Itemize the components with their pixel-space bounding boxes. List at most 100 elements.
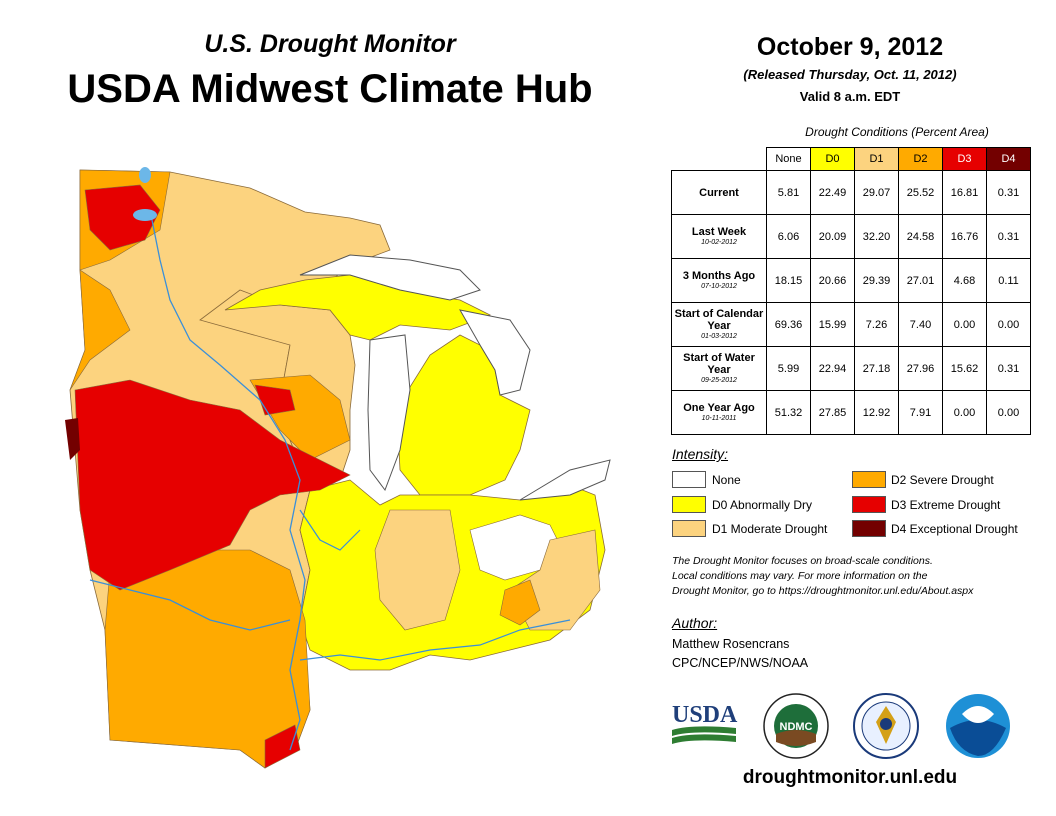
table-row: Start of Calendar Year 01-03-2012 69.36 1…: [671, 302, 1031, 347]
d2-oh: [499, 579, 541, 626]
note-line: Local conditions may vary. For more info…: [672, 570, 928, 582]
table-cell: 5.81: [766, 170, 811, 215]
table-cell: 15.62: [942, 346, 987, 391]
table-cell: 69.36: [766, 302, 811, 347]
row-date: 10-02-2012: [701, 239, 737, 246]
drought-table: None D0 D1 D2 D3 D4 Current 5.81 22.49 2…: [671, 147, 1031, 435]
row-label: Start of Calendar Year 01-03-2012: [671, 302, 767, 347]
col-d0: D0: [810, 147, 855, 171]
table-cell: 0.00: [986, 302, 1031, 347]
table-header-row: None D0 D1 D2 D3 D4: [672, 147, 1031, 171]
table-cell: 27.96: [898, 346, 943, 391]
table-cell: 16.76: [942, 214, 987, 259]
author-org: CPC/NCEP/NWS/NOAA: [672, 656, 809, 670]
legend-swatch-d2: [852, 471, 886, 488]
row-label: One Year Ago 10-11-2011: [671, 390, 767, 435]
table-cell: 22.94: [810, 346, 855, 391]
missouri-river: [89, 579, 291, 631]
table-cell: 7.40: [898, 302, 943, 347]
table-cell: 12.92: [854, 390, 899, 435]
table-cell: 27.85: [810, 390, 855, 435]
table-cell: 16.81: [942, 170, 987, 215]
legend-label: None: [712, 473, 741, 487]
row-date: 10-11-2011: [701, 415, 737, 422]
table-cell: 29.07: [854, 170, 899, 215]
lake-erie: [519, 459, 611, 501]
lake-of-woods: [139, 167, 151, 183]
legend-swatch-d3: [852, 496, 886, 513]
ndmc-text: NDMC: [780, 721, 813, 733]
legend-label: D2 Severe Drought: [891, 473, 994, 487]
valid-time: Valid 8 a.m. EDT: [799, 89, 901, 104]
legend-swatch-d1: [672, 520, 706, 537]
d3-nmn: [84, 184, 161, 251]
table-row: Last Week 10-02-2012 6.06 20.09 32.20 24.…: [671, 214, 1031, 259]
site-url: droughtmonitor.unl.edu: [742, 767, 958, 788]
row-date: 09-25-2012: [701, 377, 737, 384]
note-text: The Drought Monitor focuses on broad-sca…: [672, 554, 1042, 599]
lake-huron: [459, 309, 531, 396]
d3-mo-se: [264, 724, 301, 769]
map-date: October 9, 2012: [756, 33, 944, 61]
release-date: (Released Thursday, Oct. 11, 2012): [743, 67, 957, 82]
col-d4: D4: [986, 147, 1031, 171]
table-cell: 32.20: [854, 214, 899, 259]
commerce-seal-icon: [853, 693, 919, 759]
lake-superior: [299, 254, 481, 301]
table-cell: 20.09: [810, 214, 855, 259]
author-name: Matthew Rosencrans: [672, 637, 790, 651]
great-lakes: [299, 254, 611, 501]
usda-logo-icon: USDA: [672, 702, 738, 744]
map-title: USDA Midwest Climate Hub: [67, 67, 593, 111]
row-label: 3 Months Ago 07-10-2012: [671, 258, 767, 303]
legend-label: D0 Abnormally Dry: [712, 498, 813, 512]
table-cell: 0.31: [986, 346, 1031, 391]
row-label: Last Week 10-02-2012: [671, 214, 767, 259]
table-cell: 22.49: [810, 170, 855, 215]
d2-mo: [104, 549, 311, 769]
map-subtitle: U.S. Drought Monitor: [204, 30, 456, 58]
legend-swatch-d4: [852, 520, 886, 537]
legend-label: D1 Moderate Drought: [712, 522, 828, 536]
table-row: Current 5.81 22.49 29.07 25.52 16.81 0.3…: [671, 170, 1031, 215]
usda-text: USDA: [672, 702, 738, 728]
col-d2: D2: [898, 147, 943, 171]
table-cell: 0.11: [986, 258, 1031, 303]
row-date: 07-10-2012: [701, 283, 737, 290]
table-cell: 0.31: [986, 214, 1031, 259]
red-lake: [133, 209, 157, 221]
table-row: 3 Months Ago 07-10-2012 18.15 20.66 29.39…: [671, 258, 1031, 303]
table-cell: 25.52: [898, 170, 943, 215]
table-cell: 20.66: [810, 258, 855, 303]
note-line: The Drought Monitor focuses on broad-sca…: [672, 555, 933, 567]
table-cell: 0.00: [942, 390, 987, 435]
col-d1: D1: [854, 147, 899, 171]
table-caption: Drought Conditions (Percent Area): [805, 125, 989, 139]
d3-ia-band: [74, 379, 351, 591]
table-cell: 7.26: [854, 302, 899, 347]
table-cell: 7.91: [898, 390, 943, 435]
d2-west: [69, 269, 131, 391]
row-label: Current: [671, 170, 767, 215]
table-cell: 15.99: [810, 302, 855, 347]
row-date: 01-03-2012: [701, 333, 737, 340]
row-label: Start of Water Year 09-25-2012: [671, 346, 767, 391]
ohio-river: [299, 619, 571, 661]
table-cell: 27.18: [854, 346, 899, 391]
legend-swatch-d0: [672, 496, 706, 513]
table-row: One Year Ago 10-11-2011 51.32 27.85 12.92…: [671, 390, 1031, 435]
table-cell: 4.68: [942, 258, 987, 303]
noaa-logo-icon: [946, 694, 1010, 758]
author-title: Author:: [672, 615, 718, 631]
lake-michigan: [367, 334, 411, 492]
drought-map: [65, 167, 611, 769]
table-row: Start of Water Year 09-25-2012 5.99 22.94…: [671, 346, 1031, 391]
table-cell: 51.32: [766, 390, 811, 435]
table-cell: 0.00: [986, 390, 1031, 435]
table-cell: 27.01: [898, 258, 943, 303]
ndmc-logo-icon: NDMC: [763, 693, 829, 759]
col-d3: D3: [942, 147, 987, 171]
table-cell: 0.00: [942, 302, 987, 347]
mi-lp-region: [397, 334, 531, 496]
table-cell: 5.99: [766, 346, 811, 391]
